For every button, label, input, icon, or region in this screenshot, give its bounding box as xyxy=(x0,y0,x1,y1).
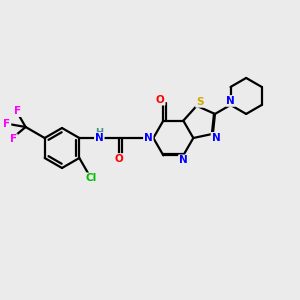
Text: F: F xyxy=(10,134,17,144)
Text: F: F xyxy=(14,106,21,116)
Text: N: N xyxy=(212,133,220,143)
Text: N: N xyxy=(144,133,153,143)
Text: O: O xyxy=(156,95,165,105)
Text: Cl: Cl xyxy=(86,173,97,183)
Text: S: S xyxy=(196,97,203,107)
Text: O: O xyxy=(115,154,124,164)
Text: N: N xyxy=(95,133,104,143)
Text: N: N xyxy=(226,96,235,106)
Text: H: H xyxy=(95,128,104,138)
Text: N: N xyxy=(179,155,188,165)
Text: F: F xyxy=(3,119,10,129)
